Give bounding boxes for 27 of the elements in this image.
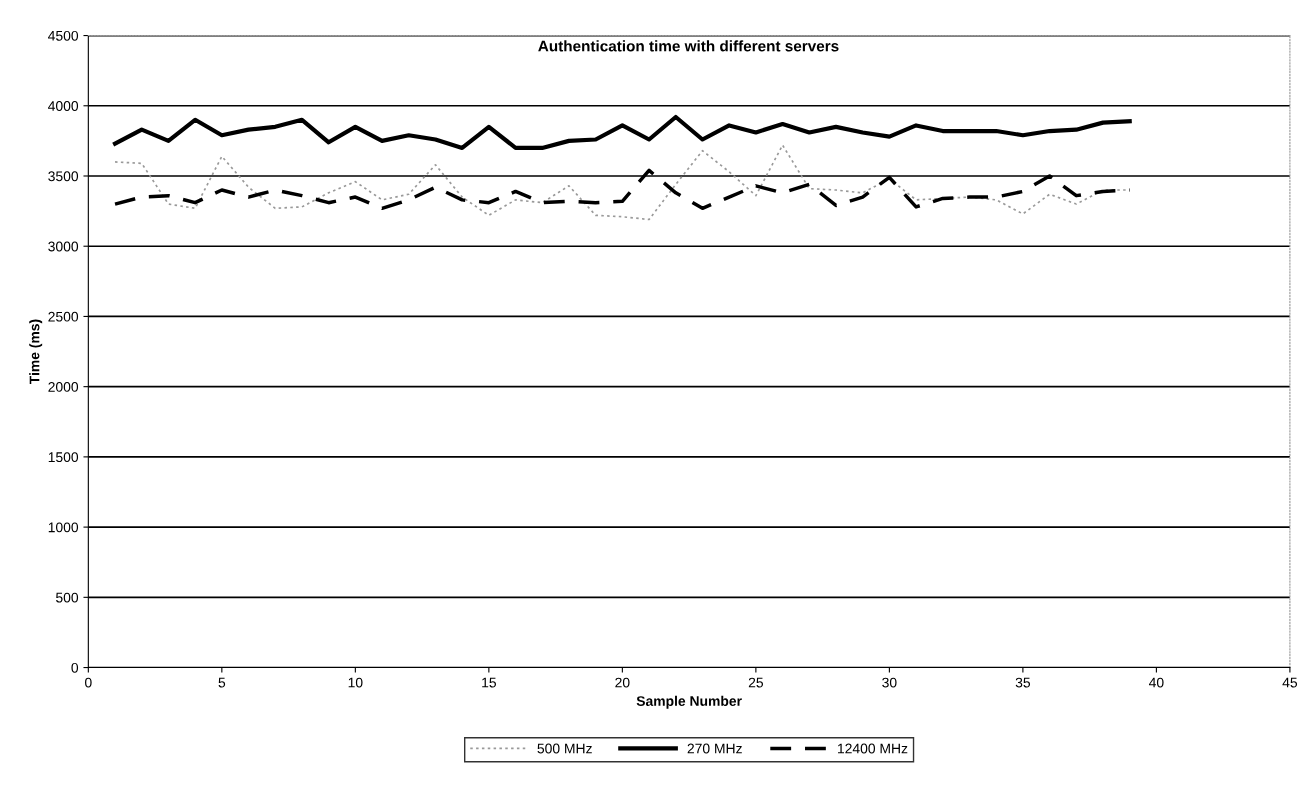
- y-tick-label: 2500: [48, 311, 79, 322]
- x-tick-label: 20: [615, 677, 630, 688]
- line-series: [112, 114, 1132, 150]
- y-axis-title: Time (ms): [29, 319, 43, 385]
- legend-label: 270 MHz: [687, 743, 742, 754]
- x-tick-label: 25: [748, 677, 764, 688]
- x-tick-label: 15: [482, 677, 496, 688]
- x-tick-label: 5: [218, 677, 226, 688]
- x-tick-label: 45: [1282, 677, 1298, 688]
- y-tick-label: 3000: [48, 241, 79, 252]
- x-axis-title: Sample Number: [636, 695, 742, 709]
- chart-title: Authentication time with different servers: [538, 40, 839, 52]
- y-tick-label: 500: [55, 592, 79, 603]
- y-tick-label: 4000: [48, 101, 79, 111]
- legend-label: 500 MHz: [537, 743, 592, 754]
- x-tick-label: 0: [85, 677, 92, 688]
- y-tick-label: 3500: [48, 171, 79, 182]
- x-tick-label: 30: [882, 677, 897, 688]
- y-tick-label: 1500: [48, 452, 79, 463]
- x-tick-label: 35: [1015, 677, 1031, 688]
- y-tick-label: 0: [71, 662, 79, 673]
- legend-label: 12400 MHz: [838, 743, 908, 754]
- x-tick-label: 40: [1148, 677, 1164, 688]
- y-tick-label: 4500: [48, 30, 79, 41]
- y-tick-label: 2000: [48, 382, 79, 392]
- x-tick-label: 10: [348, 677, 363, 688]
- y-tick-label: 1000: [48, 522, 79, 533]
